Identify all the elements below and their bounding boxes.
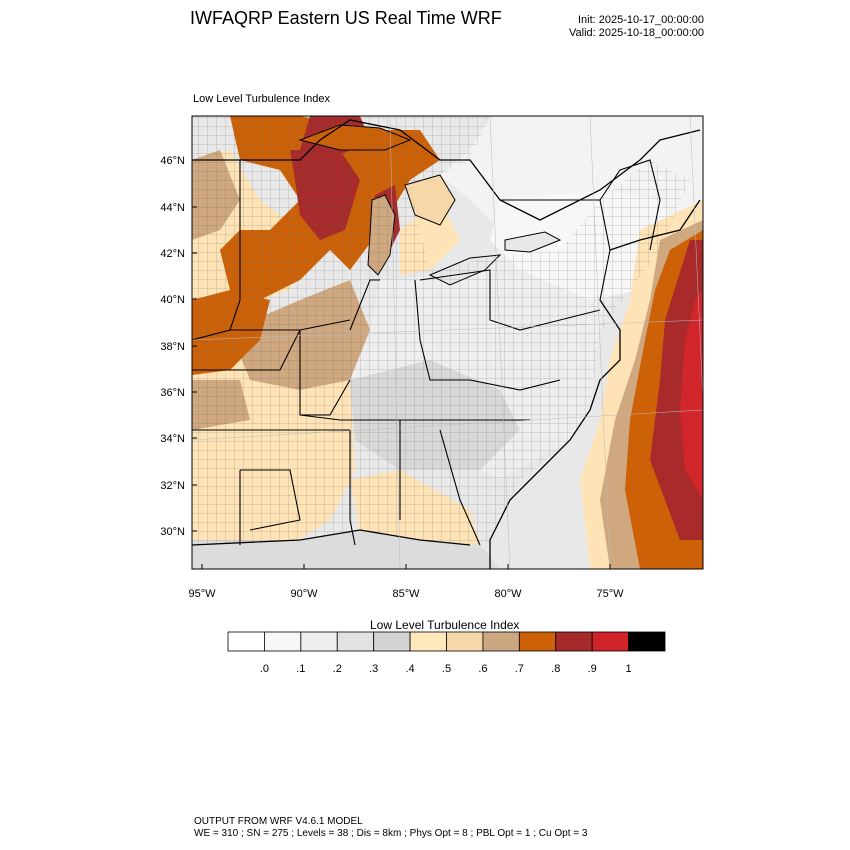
lon-label: 85°W (392, 588, 420, 600)
lat-label: 36°N (160, 387, 185, 399)
coastlines (192, 119, 701, 569)
lon-label: 80°W (494, 588, 522, 600)
colorbar-tick-label: .4 (405, 663, 414, 675)
colorbar-swatch (336, 631, 375, 652)
colorbar-swatch (518, 631, 557, 652)
colorbar-swatch (591, 631, 629, 652)
lat-label: 42°N (160, 248, 185, 260)
colorbar-tick-label: .2 (333, 663, 342, 675)
colorbar-swatch (628, 631, 666, 652)
colorbar-swatch (264, 631, 302, 652)
colorbar-tick-label: .5 (442, 663, 451, 675)
colorbar-swatch (482, 631, 520, 652)
lon-label: 75°W (596, 588, 624, 600)
time-info: Init: 2025-10-17_00:00:00 Valid: 2025-10… (569, 14, 704, 40)
state-boundaries (192, 159, 661, 546)
colorbar-tick-label: .6 (478, 663, 487, 675)
colorbar-tick-label: .8 (551, 663, 560, 675)
colorbar-tick-label: .1 (296, 663, 305, 675)
lat-label: 34°N (160, 433, 185, 445)
colorbar-tick-label: .3 (369, 663, 378, 675)
latitude-axis: 46°N 44°N 42°N 40°N 38°N 36°N 34°N 32°N 30°N (160, 155, 197, 538)
lat-label: 32°N (160, 480, 185, 492)
colorbar-tick-label: .9 (588, 663, 597, 675)
colorbar-swatch (555, 631, 593, 652)
map-area (192, 116, 703, 569)
gulf-of-mexico (192, 530, 500, 569)
colorbar-swatch (373, 631, 411, 652)
colorbar-swatch (300, 631, 338, 652)
graticule (192, 116, 703, 569)
lon-label: 90°W (290, 588, 318, 600)
map-frame (191, 115, 704, 570)
lon-label: 95°W (188, 588, 216, 600)
lat-label: 46°N (160, 155, 185, 167)
colorbar-title: Low Level Turbulence Index (370, 618, 520, 632)
colorbar-tick-label: 1 (626, 663, 632, 675)
colorbar: .0 .1 .2 .3 .4 .5 .6 .7 .8 .9 1 (227, 631, 666, 675)
longitude-axis: 95°W 90°W 85°W 80°W 75°W (188, 564, 624, 600)
footer-line-1: OUTPUT FROM WRF V4.6.1 MODEL (194, 816, 363, 827)
plot-title: IWFAQRP Eastern US Real Time WRF (190, 8, 502, 28)
atlantic-red-core (680, 290, 703, 500)
footer-line-2: WE = 310 ; SN = 275 ; Levels = 38 ; Dis … (194, 828, 588, 839)
colorbar-swatch (409, 631, 447, 652)
init-time: Init: 2025-10-17_00:00:00 (578, 14, 704, 26)
colorbar-tick-label: .0 (260, 663, 269, 675)
lat-label: 30°N (160, 526, 185, 538)
colorbar-tick-label: .7 (515, 663, 524, 675)
field-label: Low Level Turbulence Index (193, 93, 330, 105)
colorbar-swatch (227, 631, 265, 652)
lake-ontario (504, 231, 562, 253)
colorbar-swatch (446, 631, 484, 652)
lat-label: 40°N (160, 294, 185, 306)
lat-label: 38°N (160, 341, 185, 353)
lat-label: 44°N (160, 202, 185, 214)
valid-time: Valid: 2025-10-18_00:00:00 (569, 27, 704, 39)
model-footer: OUTPUT FROM WRF V4.6.1 MODEL WE = 310 ; … (194, 816, 587, 840)
